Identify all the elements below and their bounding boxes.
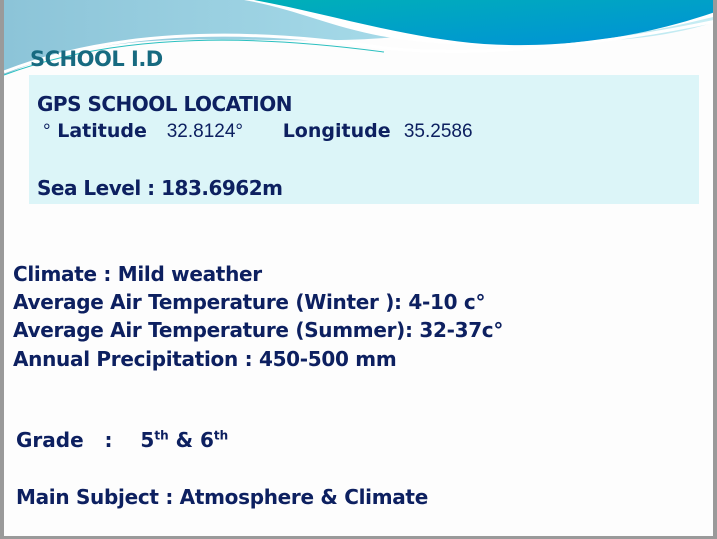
main-subject: Main Subject : Atmosphere & Climate bbox=[16, 485, 428, 509]
header-wave-decoration bbox=[4, 0, 713, 76]
climate-text: Climate : Mild weather bbox=[13, 262, 262, 286]
gps-location-box: GPS SCHOOL LOCATION ° Latitude 32.8124° … bbox=[29, 75, 699, 204]
latitude-label: Latitude bbox=[57, 120, 147, 142]
grade-6-sup: th bbox=[213, 428, 229, 443]
longitude-label: Longitude bbox=[282, 120, 391, 142]
grade-5-sup: th bbox=[154, 428, 169, 443]
grade-row: Grade : 5th & 6th bbox=[16, 428, 228, 452]
grade-amp: & bbox=[168, 428, 200, 452]
annual-precipitation: Annual Precipitation : 450-500 mm bbox=[13, 347, 397, 371]
winter-temperature: Average Air Temperature (Winter ): 4-10 … bbox=[13, 290, 486, 314]
longitude-value: 35.2586 bbox=[403, 121, 473, 142]
grade-6: 6 bbox=[199, 428, 214, 452]
degree-prefix: ° bbox=[43, 121, 51, 142]
sea-level: Sea Level : 183.6962m bbox=[37, 176, 283, 200]
gps-heading: GPS SCHOOL LOCATION bbox=[37, 92, 292, 116]
grade-5: 5 bbox=[140, 428, 155, 452]
grade-label: Grade : bbox=[16, 428, 141, 452]
latitude-value: 32.8124° bbox=[166, 121, 243, 142]
summer-temperature: Average Air Temperature (Summer): 32-37c… bbox=[13, 318, 504, 342]
latitude-row: ° Latitude 32.8124° Longitude 35.2586 bbox=[43, 120, 473, 143]
slide-title: SCHOOL I.D bbox=[30, 47, 163, 71]
